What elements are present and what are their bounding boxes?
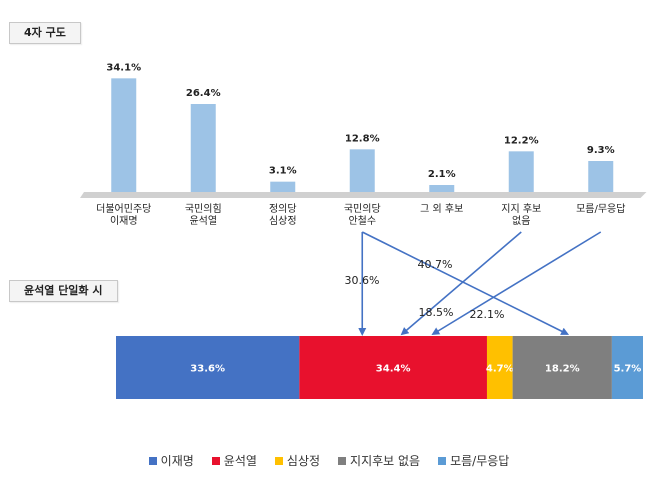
category-label-0-1: 이재명 [110, 215, 138, 227]
category-label-3-0: 국민의당 [344, 203, 381, 215]
flow-label-2: 18.5% [419, 306, 454, 319]
bar-0 [111, 78, 137, 192]
legend-swatch-2 [274, 456, 283, 465]
bar-6 [588, 161, 614, 192]
stacked-segment-2 [486, 336, 513, 399]
stacked-segment-3 [512, 336, 612, 399]
legend-swatch-3 [338, 456, 347, 465]
stacked-segment-4 [611, 336, 643, 399]
stacked-segment-label-1: 34.4% [376, 364, 411, 375]
legend-label-4: 모름/무응답 [450, 454, 510, 468]
flow-arrow-2 [400, 231, 522, 336]
legend-item-2: 심상정 [274, 452, 321, 469]
bar-baseline [80, 192, 647, 198]
stacked-segment-label-0: 33.6% [190, 364, 225, 375]
bar-value-label-6: 9.3% [587, 145, 615, 156]
legend-label-1: 윤석열 [223, 454, 257, 468]
bar-value-label-4: 2.1% [428, 169, 456, 180]
stacked-segment-label-2: 4.7% [486, 364, 514, 375]
bar-2 [270, 181, 296, 192]
category-label-0-0: 더불어민주당 [96, 203, 151, 215]
legend-swatch-1 [211, 456, 220, 465]
legend-item-3: 지지후보 없음 [338, 452, 420, 469]
category-label-1-1: 윤석열 [189, 215, 217, 227]
category-label-2-0: 정의당 [269, 203, 297, 215]
bottom-section-label: 윤석열 단일화 시 [9, 280, 118, 302]
category-label-5-1: 없음 [512, 214, 530, 227]
category-label-3-1: 안철수 [348, 215, 376, 227]
bar-value-label-1: 26.4% [186, 88, 221, 99]
flow-label-3: 22.1% [470, 308, 505, 321]
legend-label-3: 지지후보 없음 [350, 454, 421, 468]
stacked-segment-1 [299, 336, 487, 399]
legend-item-1: 윤석열 [211, 452, 257, 469]
bar-4 [429, 185, 455, 192]
flow-label-0: 30.6% [345, 274, 380, 287]
top-section-label: 4자 구도 [9, 22, 81, 44]
category-label-6-0: 모름/무응답 [576, 203, 625, 215]
legend-item-4: 모름/무응답 [438, 452, 509, 469]
legend-label-0: 이재명 [160, 454, 194, 468]
category-label-1-0: 국민의힘 [185, 203, 222, 215]
bar-3 [349, 149, 375, 192]
category-label-2-1: 심상정 [269, 215, 297, 227]
stacked-segment-label-3: 18.2% [545, 364, 580, 375]
legend-item-0: 이재명 [148, 452, 194, 469]
bar-5 [508, 151, 534, 192]
legend-label-2: 심상정 [286, 454, 321, 468]
stacked-segment-label-4: 5.7% [614, 364, 642, 375]
flow-arrow-3 [431, 231, 602, 336]
bar-value-label-3: 12.8% [345, 133, 380, 144]
legend-swatch-0 [148, 456, 157, 465]
flow-label-1: 40.7% [418, 258, 453, 271]
bar-1 [190, 104, 216, 192]
bar-value-label-2: 3.1% [269, 166, 297, 177]
bar-value-label-5: 12.2% [504, 135, 539, 146]
legend: 이재명 윤석열 심상정 지지후보 없음 모름/무응답 [0, 452, 658, 469]
category-label-4-0: 그 외 후보 [420, 203, 463, 215]
bar-value-label-0: 34.1% [106, 62, 141, 73]
legend-swatch-4 [438, 456, 447, 465]
stacked-segment-0 [116, 336, 300, 399]
category-label-5-0: 지지 후보 [501, 203, 541, 215]
flow-arrow-1 [361, 231, 570, 335]
